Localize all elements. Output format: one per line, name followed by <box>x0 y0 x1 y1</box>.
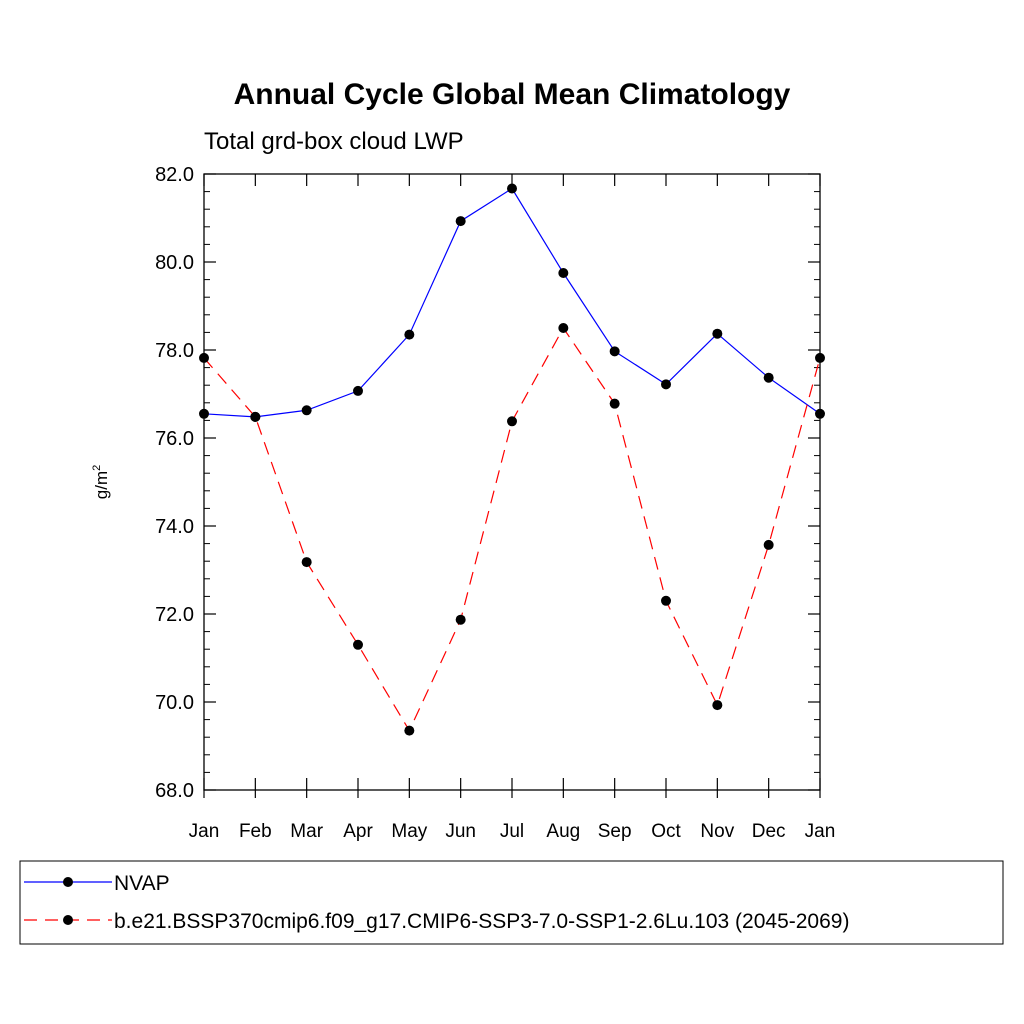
legend-label: NVAP <box>114 872 170 895</box>
plot-frame <box>203 173 821 791</box>
data-point <box>455 216 466 227</box>
data-point <box>404 725 415 736</box>
chart-subtitle: Total grd-box cloud LWP <box>204 128 464 155</box>
legend-label: b.e21.BSSP370cmip6.f09_g17.CMIP6-SSP3-7.… <box>114 910 849 933</box>
data-point <box>558 323 569 333</box>
data-point <box>199 408 209 419</box>
data-point <box>763 372 774 383</box>
legend-marker <box>63 877 73 887</box>
data-point <box>661 379 671 390</box>
x-tick-label: Nov <box>700 821 734 842</box>
data-point <box>404 329 415 340</box>
x-tick-label: Dec <box>752 821 786 842</box>
data-point <box>199 352 209 363</box>
x-tick-label: Jun <box>445 821 476 842</box>
x-tick-label: Oct <box>651 821 681 842</box>
x-tick-label: May <box>391 821 427 842</box>
data-point <box>609 346 620 357</box>
y-tick-label: 80.0 <box>155 252 194 274</box>
x-tick-label: Sep <box>598 821 632 842</box>
data-point <box>353 639 363 650</box>
y-axis-label-superscript: 2 <box>91 465 103 471</box>
y-tick-label: 68.0 <box>155 780 194 802</box>
y-axis-ticks: 68.0 70.0 72.0 74.0 76.0 78.0 80.0 82.0 <box>155 164 820 802</box>
series-1 <box>199 183 825 422</box>
data-point <box>301 405 312 416</box>
data-point <box>558 268 569 278</box>
x-tick-label: Jan <box>805 821 836 842</box>
legend-item-1: NVAP <box>24 872 170 895</box>
x-axis-ticks: Jan Feb Mar Apr May Jun Jul Aug Sep Oct Nov Dec Jan <box>189 174 836 842</box>
data-point <box>507 183 517 194</box>
x-tick-label: Apr <box>343 821 373 842</box>
x-tick-label: Jul <box>500 821 524 842</box>
data-point <box>507 416 517 427</box>
data-point <box>609 398 620 409</box>
data-point <box>455 614 466 625</box>
y-tick-label: 78.0 <box>155 340 194 362</box>
series-line <box>203 326 821 732</box>
series-layer <box>199 183 825 736</box>
series-line <box>203 187 821 418</box>
data-point <box>661 595 671 606</box>
data-point <box>815 408 825 419</box>
legend-marker <box>63 915 73 925</box>
x-tick-label: Feb <box>239 821 272 842</box>
legend: NVAP b.e21.BSSP370cmip6.f09_g17.CMIP6-SSP… <box>19 860 1004 945</box>
x-tick-label: Aug <box>546 821 580 842</box>
y-tick-label: 72.0 <box>155 604 194 626</box>
y-tick-label: 76.0 <box>155 428 194 450</box>
y-tick-label: 82.0 <box>155 164 194 186</box>
chart-title: Annual Cycle Global Mean Climatology <box>234 78 791 111</box>
x-tick-label: Mar <box>290 821 323 842</box>
y-tick-label: 74.0 <box>155 516 194 538</box>
legend-item-2: b.e21.BSSP370cmip6.f09_g17.CMIP6-SSP3-7.… <box>24 910 849 933</box>
y-tick-label: 70.0 <box>155 692 194 714</box>
data-point <box>712 700 723 711</box>
data-point <box>301 557 312 568</box>
data-point <box>763 539 774 550</box>
data-point <box>353 385 363 396</box>
legend-box <box>19 860 1004 945</box>
data-point <box>712 328 723 339</box>
data-point <box>815 352 825 363</box>
data-point <box>250 411 261 422</box>
series-2 <box>199 323 825 736</box>
x-tick-label: Jan <box>189 821 220 842</box>
y-axis-label: g/m2 <box>91 465 111 499</box>
